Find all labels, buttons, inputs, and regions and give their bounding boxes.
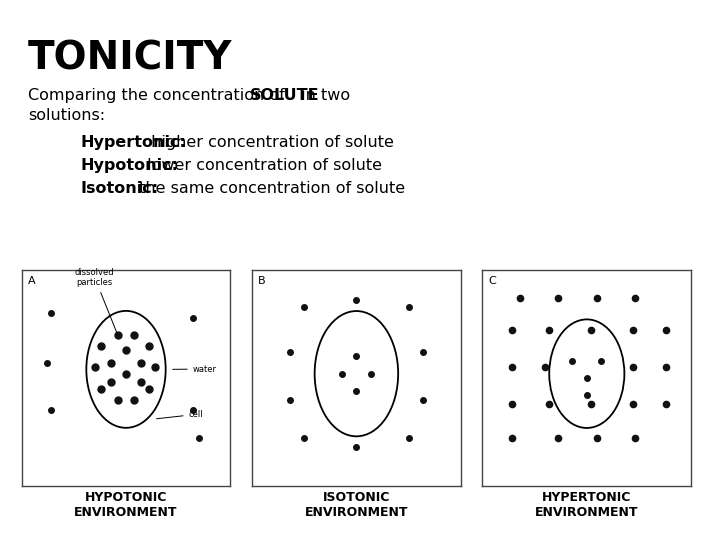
Text: SOLUTE: SOLUTE [250, 88, 320, 103]
Text: water: water [173, 364, 217, 374]
Text: Isotonic:: Isotonic: [80, 181, 158, 196]
Text: cell: cell [156, 410, 203, 419]
Text: the same concentration of solute: the same concentration of solute [134, 181, 405, 196]
Text: TONICITY: TONICITY [28, 40, 233, 78]
Text: C: C [489, 276, 496, 287]
Text: lower concentration of solute: lower concentration of solute [142, 158, 382, 173]
Text: A: A [28, 276, 35, 287]
Text: in two: in two [296, 88, 350, 103]
Text: Comparing the concentration of: Comparing the concentration of [28, 88, 290, 103]
Text: B: B [258, 276, 266, 287]
Text: HYPERTONIC
ENVIRONMENT: HYPERTONIC ENVIRONMENT [535, 491, 639, 519]
Text: solutions:: solutions: [28, 108, 105, 123]
Text: Hypotonic:: Hypotonic: [80, 158, 178, 173]
Text: higher concentration of solute: higher concentration of solute [146, 135, 394, 150]
Text: HYPOTONIC
ENVIRONMENT: HYPOTONIC ENVIRONMENT [74, 491, 178, 519]
Text: ISOTONIC
ENVIRONMENT: ISOTONIC ENVIRONMENT [305, 491, 408, 519]
Text: dissolved
particles: dissolved particles [75, 268, 117, 332]
Text: Hypertonic:: Hypertonic: [80, 135, 186, 150]
